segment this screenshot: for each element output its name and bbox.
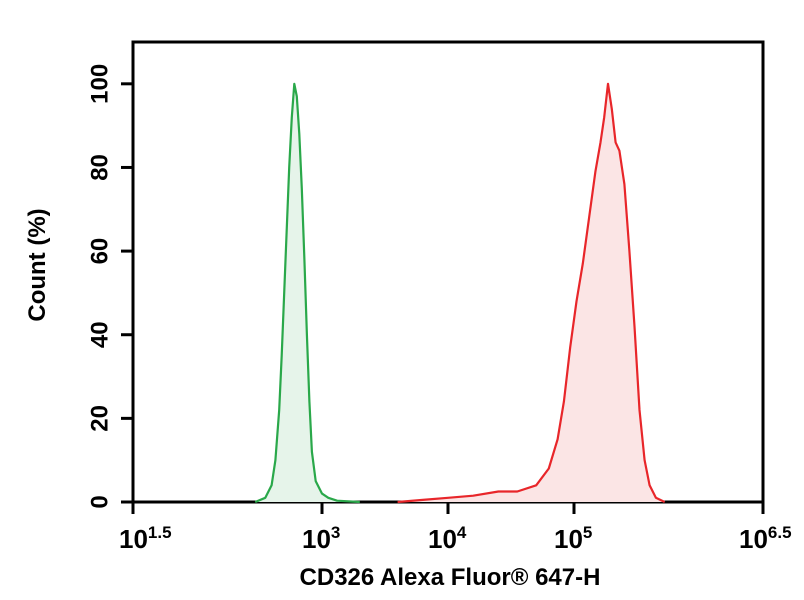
x-tick-label: 103 (302, 523, 340, 554)
plot-area: 101.5 103 104 105 106.5 0 20 40 60 80 100 (86, 40, 792, 554)
tick-layer: 101.5 103 104 105 106.5 0 20 40 60 80 100 (86, 64, 791, 554)
y-tick-label: 20 (86, 405, 113, 432)
series-1-area (255, 83, 360, 503)
y-tick-label: 100 (86, 64, 113, 104)
x-tick-label: 105 (554, 523, 592, 554)
y-tick-label: 80 (86, 154, 113, 181)
series-layer (254, 82, 666, 504)
y-tick-label: 40 (86, 321, 113, 348)
plot-frame (131, 40, 765, 504)
series-1-line (254, 82, 360, 504)
y-axis-title: Count (%) (24, 208, 51, 321)
x-tick-label: 106.5 (739, 523, 792, 554)
y-tick-label: 60 (86, 238, 113, 265)
series-2-area (397, 83, 665, 503)
series-2-line (397, 82, 666, 504)
x-tick-label: 101.5 (119, 523, 172, 554)
x-tick-label: 104 (428, 523, 467, 554)
y-tick-label: 0 (86, 495, 113, 508)
x-axis-title: CD326 Alexa Fluor® 647-H (300, 564, 601, 591)
